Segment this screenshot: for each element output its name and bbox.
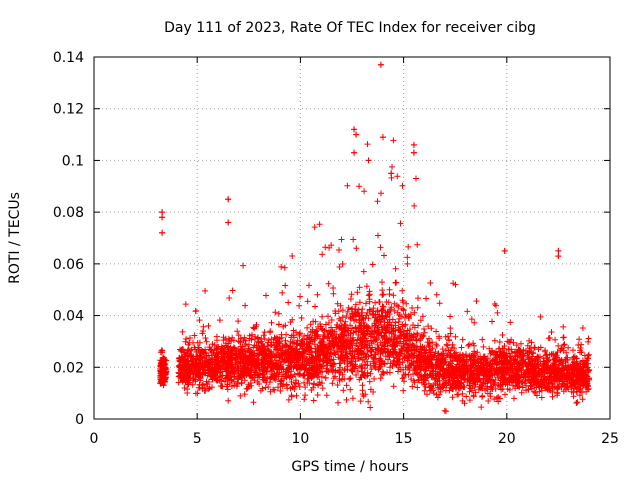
y-tick-labels: 0 0.02 0.04 0.06 0.08 0.1 0.12 0.14	[53, 50, 84, 428]
roti-outlier-point	[388, 170, 395, 177]
roti-outlier-point	[555, 253, 562, 260]
chart-title: Day 111 of 2023, Rate Of TEC Index for r…	[164, 20, 536, 36]
roti-outlier-point	[555, 247, 562, 254]
y-tick-label: 0.06	[53, 257, 84, 273]
x-tick-label: 25	[601, 431, 619, 447]
x-tick-label: 15	[395, 431, 413, 447]
roti-outlier-point	[501, 247, 508, 254]
plot-frame	[93, 56, 611, 420]
roti-outlier-point	[379, 134, 386, 141]
x-tick-label: 5	[193, 431, 202, 447]
y-tick-label: 0.12	[53, 102, 84, 118]
roti-outlier-point	[159, 209, 166, 216]
x-axis-label: GPS time / hours	[291, 459, 408, 475]
y-axis-label: ROTI / TECUs	[7, 192, 23, 284]
roti-outlier-point	[159, 214, 166, 221]
x-tick-label: 20	[498, 431, 516, 447]
x-tick-labels: 0 5 10 15 20 25	[90, 431, 619, 447]
roti-outlier-point	[351, 149, 358, 156]
grid-lines	[94, 57, 610, 419]
y-tick-label: 0	[75, 412, 84, 428]
roti-outlier-point	[159, 229, 166, 236]
roti-outlier-point	[410, 141, 417, 148]
roti-outlier-point	[351, 126, 358, 133]
y-tick-label: 0.08	[53, 205, 84, 221]
y-tick-label: 0.1	[62, 153, 84, 169]
roti-point-cloud	[157, 61, 593, 415]
y-tick-label: 0.04	[53, 309, 84, 325]
roti-outlier-point	[353, 131, 360, 138]
y-tick-label: 0.14	[53, 50, 84, 66]
x-tick-label: 0	[90, 431, 99, 447]
y-tick-label: 0.02	[53, 360, 84, 376]
roti-outlier-point	[365, 157, 372, 164]
data-points	[157, 61, 593, 415]
roti-outlier-point	[410, 149, 417, 156]
roti-outlier-point	[412, 175, 419, 182]
axis-ticks	[93, 56, 611, 420]
roti-outlier-point	[377, 61, 384, 68]
roti-outlier-point	[225, 196, 232, 203]
x-tick-label: 10	[291, 431, 309, 447]
roti-outlier-point	[225, 219, 232, 226]
